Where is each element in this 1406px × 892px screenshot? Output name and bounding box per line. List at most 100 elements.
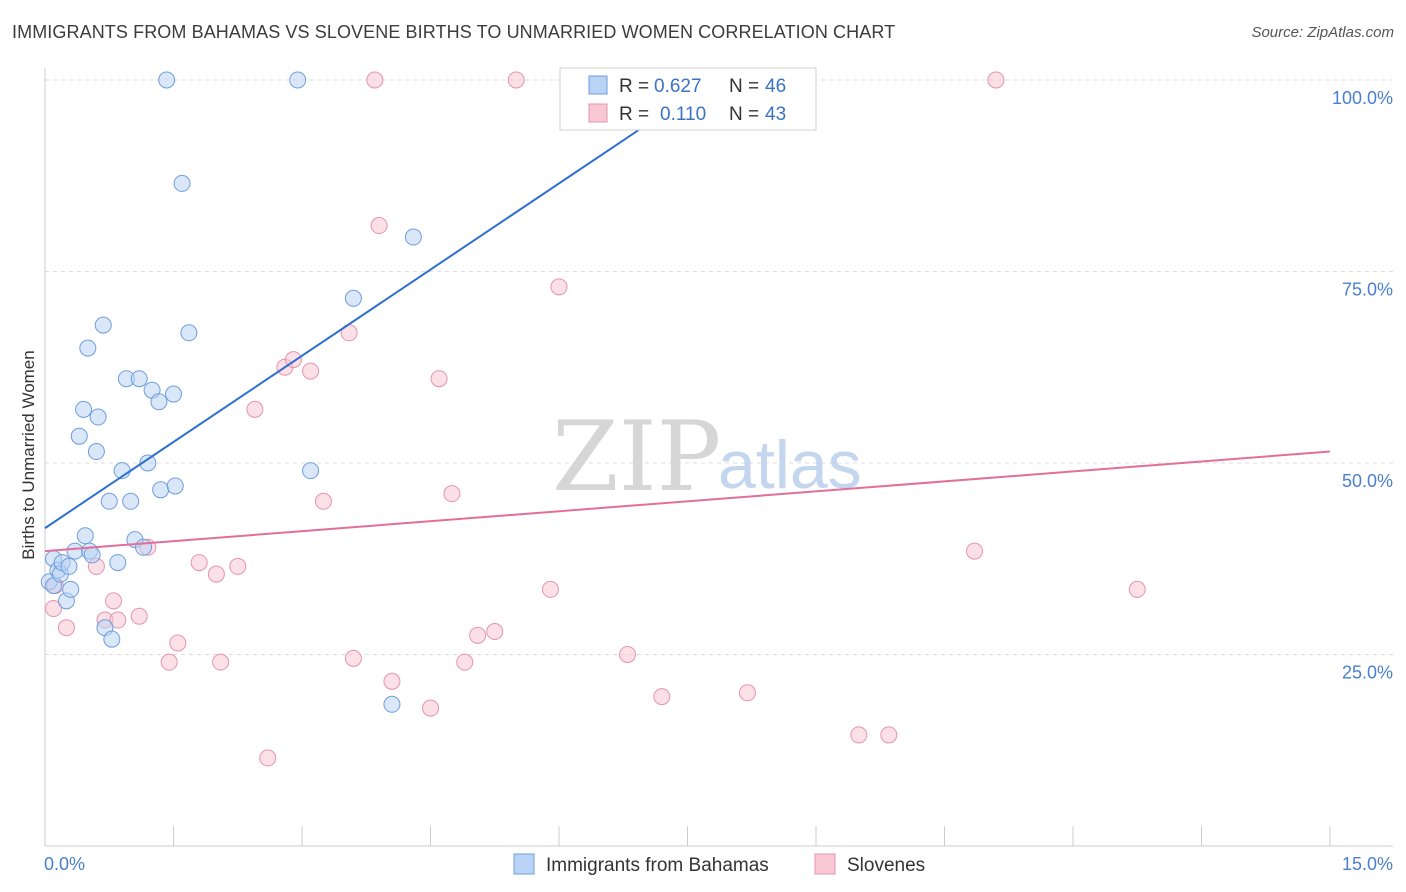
slovenes-point [109,611,127,629]
axes [44,68,1393,847]
source-label: Source: ZipAtlas.com [1251,24,1394,41]
y-axis-label: Births to Unmarried Women [19,350,38,559]
slovenes-point [190,554,208,572]
bahamas-point [66,542,84,560]
bottom-legend-label-bahamas: Immigrants from Bahamas [546,855,769,876]
legend-r-label-bahamas: R = [619,76,649,97]
slovenes-point [507,71,525,89]
slovenes-point [344,649,362,667]
bahamas-point [404,228,422,246]
slovenes-point [619,646,637,663]
slovenes-point [259,749,277,767]
legend-n-label-slovenes: N = [729,104,759,125]
x-tick-label: 15.0% [1342,854,1393,874]
bahamas-point [165,385,182,403]
slovenes-point [443,485,461,503]
legend-swatch-slovenes [588,103,608,123]
bahamas-point [83,546,101,564]
slovenes-point [1128,580,1146,598]
slovenes-point [246,400,264,418]
slovenes-point [302,362,320,380]
legend-n-value-bahamas: 46 [765,76,786,97]
slovenes-point [160,653,178,671]
slovenes-point [456,653,474,671]
bahamas-point [60,557,78,575]
slovenes-point [45,600,63,618]
legend-r-value-slovenes: 0.110 [660,104,706,125]
bottom-legend-swatch-slovenes [814,853,836,875]
trendlines [44,79,1331,553]
slovenes-point [383,672,401,690]
bahamas-point [122,492,140,510]
slovenes-point [850,726,868,744]
x-tick-labels: 0.0% 15.0% [44,854,1393,874]
bahamas-point [62,580,80,598]
bahamas-point [289,71,307,89]
slovenes-trendline [44,450,1331,553]
slovenes-point [880,726,898,744]
slovenes-point [486,623,504,641]
slovenes-point [207,565,225,583]
correlation-legend: R = 0.627 N = 46 R = 0.110 N = 43 [559,67,817,131]
bahamas-point [166,477,184,495]
slovenes-point [469,626,487,644]
bottom-legend-label-slovenes: Slovenes [847,855,925,876]
bahamas-point [152,481,170,499]
slovenes-point [550,278,568,296]
bahamas-trendline [44,79,714,529]
slovenes-point [130,607,148,625]
slovenes-point [370,217,388,235]
bahamas-point [70,427,88,445]
bahamas-point [344,289,362,307]
chart-title: IMMIGRANTS FROM BAHAMAS VS SLOVENE BIRTH… [12,22,896,42]
bahamas-point [302,462,320,480]
slovenes-point [738,684,756,702]
bahamas-point [103,630,121,648]
x-tick-label: 0.0% [44,854,85,874]
bahamas-point [109,554,127,572]
slovenes-point [366,71,384,89]
legend-swatch-bahamas [588,75,608,95]
watermark-atlas: atlas [718,427,862,503]
slovenes-point [314,492,332,510]
gridlines [45,79,1393,655]
legend-r-label-slovenes: R = [619,104,649,125]
bahamas-point [79,339,97,357]
bahamas-point [158,71,176,89]
series-legend: Immigrants from Bahamas Slovenes [513,853,925,876]
bahamas-points [40,71,816,713]
slovenes-point [422,699,439,717]
watermark-zip: ZIP [552,401,721,513]
bahamas-point [76,527,94,545]
bahamas-point [139,454,157,472]
slovenes-point [430,370,448,388]
legend-n-value-slovenes: 43 [765,104,786,125]
bahamas-point [100,492,118,510]
slovenes-point [57,619,75,637]
y-tick-labels: 25.0% 50.0% 75.0% 100.0% [1332,88,1393,683]
slovenes-point [541,580,559,598]
slovenes-point [987,71,1005,89]
bahamas-point [173,174,191,192]
bahamas-point [75,400,93,418]
bahamas-point [87,443,105,461]
slovenes-point [212,653,230,671]
bahamas-point [130,370,148,388]
y-tick-label: 100.0% [1332,88,1393,108]
legend-r-value-bahamas: 0.627 [654,76,702,97]
slovenes-point [105,592,123,610]
bahamas-point [180,324,198,342]
bahamas-point [94,316,112,334]
y-tick-label: 50.0% [1342,471,1393,491]
slovenes-points [45,71,1146,767]
y-tick-label: 75.0% [1342,280,1393,300]
bottom-legend-swatch-bahamas [513,853,535,875]
y-tick-label: 25.0% [1342,663,1393,683]
slovenes-point [169,634,187,652]
slovenes-point [229,557,247,575]
slovenes-point [653,688,671,706]
bahamas-point [383,695,401,713]
legend-n-label-bahamas: N = [729,76,759,97]
bahamas-point [135,538,153,556]
